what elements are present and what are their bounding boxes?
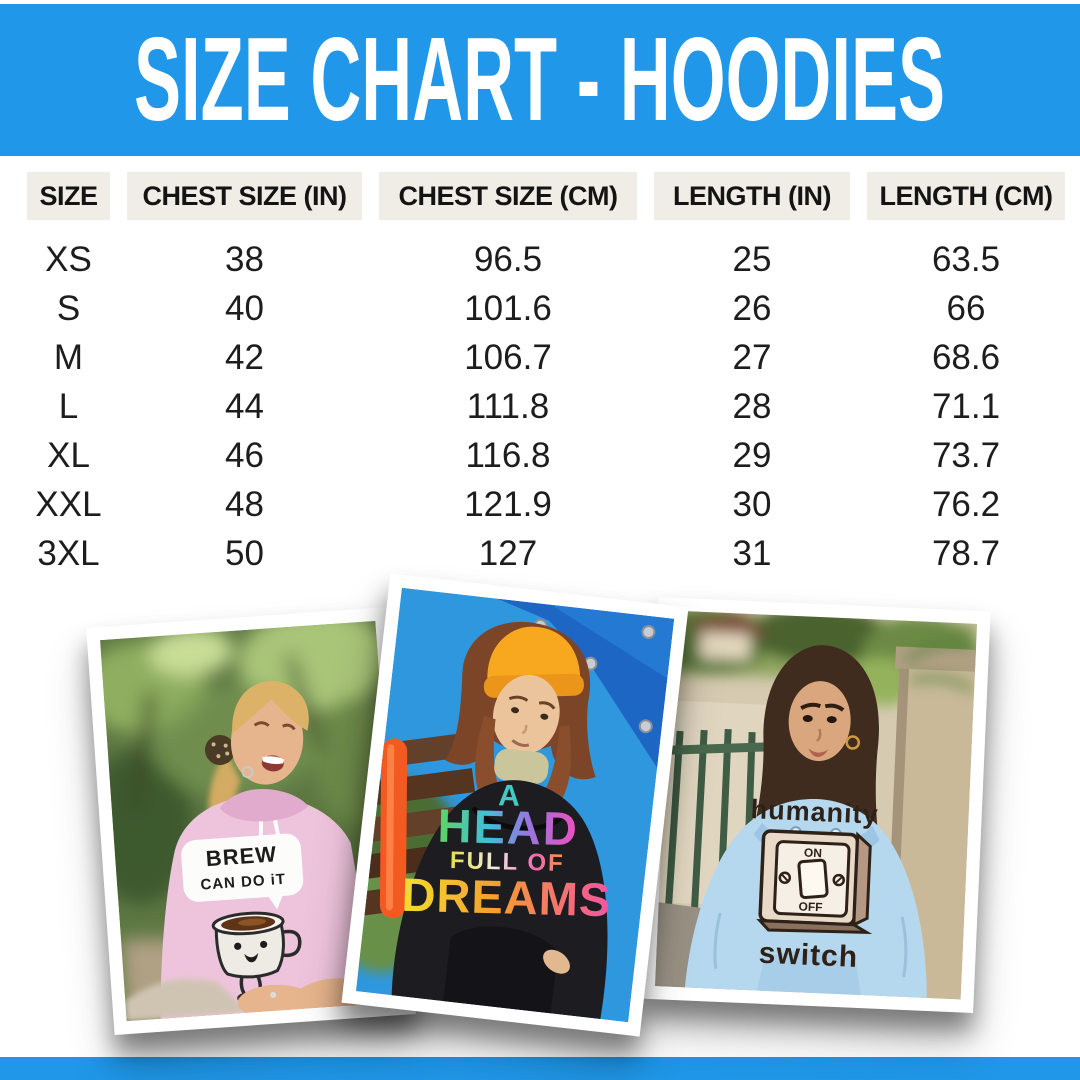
cell-length-cm: 78.7 <box>931 533 1001 573</box>
coffee-cup-graphic <box>211 911 302 1003</box>
graphic-text-bottom: switch <box>758 937 859 974</box>
page-title: SIZE CHART - HOODIES <box>134 13 946 147</box>
graphic-line3: FULL OF <box>450 847 566 877</box>
cell-chest-cm: 101.6 <box>464 288 552 328</box>
cell-length-cm: 76.2 <box>931 484 1001 524</box>
cell-size: XXL <box>35 484 102 524</box>
table-row: XL 46 116.8 29 73.7 <box>27 431 1059 480</box>
cell-length-in: 30 <box>732 484 772 524</box>
face <box>492 674 560 755</box>
cell-length-cm: 73.7 <box>931 435 1001 475</box>
dreams-graphic: A HEAD FULL OF DREAMS <box>401 779 612 926</box>
cell-chest-in: 46 <box>225 435 264 475</box>
cell-size: L <box>58 386 79 426</box>
photo-strip: BREW CAN DO iT <box>0 573 1080 1057</box>
face <box>788 681 861 762</box>
graphic-line4: DREAMS <box>401 868 612 926</box>
cell-chest-cm: 111.8 <box>466 386 550 426</box>
orange-pole <box>379 738 408 919</box>
cell-length-cm: 68.6 <box>931 337 1001 377</box>
cell-chest-cm: 116.8 <box>465 435 551 475</box>
black-hoodie-illustration: A HEAD FULL OF DREAMS <box>355 587 675 1023</box>
footer-strip <box>0 1057 1080 1080</box>
cell-length-in: 31 <box>732 533 772 573</box>
woman-face <box>230 680 309 785</box>
cell-chest-in: 44 <box>225 386 264 426</box>
table-body: XS 38 96.5 25 63.5 S 40 101.6 26 66 M 42… <box>27 235 1059 578</box>
cell-length-cm: 63.5 <box>931 239 1001 279</box>
cell-chest-cm: 121.9 <box>464 484 552 524</box>
column-header-length-cm: LENGTH (CM) <box>867 172 1065 220</box>
graphic-line2: HEAD <box>437 799 580 856</box>
cell-chest-in: 40 <box>225 288 264 328</box>
table-row: XXL 48 121.9 30 76.2 <box>27 480 1059 529</box>
switch-on-label: ON <box>804 846 823 861</box>
bubble-text-line2: CAN DO iT <box>200 871 287 894</box>
blue-hoodie-illustration: humanity ON OFF switch <box>654 610 978 1000</box>
photo-blue-hoodie: humanity ON OFF switch <box>641 596 991 1014</box>
graphic-text-top: humanity <box>750 794 879 830</box>
cell-length-in: 27 <box>732 337 772 377</box>
cell-chest-in: 50 <box>225 533 264 573</box>
cell-size: XS <box>45 239 92 279</box>
column-header-size: SIZE <box>27 172 110 220</box>
bubble-text-line1: BREW <box>205 841 278 871</box>
graphic-line1: A <box>498 779 521 813</box>
column-header-length-in: LENGTH (IN) <box>654 172 850 220</box>
column-header-chest-in: CHEST SIZE (IN) <box>127 172 362 220</box>
table-row: L 44 111.8 28 71.1 <box>27 382 1059 431</box>
speech-bubble-graphic: BREW CAN DO iT <box>181 833 304 910</box>
cell-size: XL <box>47 435 90 475</box>
table-row: M 42 106.7 27 68.6 <box>27 333 1059 382</box>
table-row: S 40 101.6 26 66 <box>27 284 1059 333</box>
cell-chest-cm: 127 <box>478 533 538 573</box>
table-row: XS 38 96.5 25 63.5 <box>27 235 1059 284</box>
table-header-row: SIZE CHEST SIZE (IN) CHEST SIZE (CM) LEN… <box>27 172 1065 220</box>
cell-size: 3XL <box>37 533 100 573</box>
table-row: 3XL 50 127 31 78.7 <box>27 529 1059 578</box>
switch-off-label: OFF <box>798 899 823 914</box>
cell-length-in: 26 <box>732 288 772 328</box>
cell-chest-cm: 106.7 <box>464 337 552 377</box>
title-banner: SIZE CHART - HOODIES <box>0 4 1080 156</box>
cell-size: S <box>56 288 81 328</box>
cell-chest-in: 38 <box>225 239 264 279</box>
cell-length-in: 25 <box>732 239 772 279</box>
cell-length-cm: 71.1 <box>931 386 1001 426</box>
cell-chest-in: 42 <box>225 337 264 377</box>
cell-length-cm: 66 <box>946 288 986 328</box>
cell-length-in: 29 <box>732 435 772 475</box>
cell-size: M <box>53 337 84 377</box>
cell-length-in: 28 <box>732 386 772 426</box>
humanity-switch-graphic: humanity ON OFF switch <box>750 794 879 974</box>
size-table: SIZE CHEST SIZE (IN) CHEST SIZE (CM) LEN… <box>27 172 1065 578</box>
photo-black-hoodie: A HEAD FULL OF DREAMS <box>341 573 689 1037</box>
cell-chest-in: 48 <box>225 484 264 524</box>
column-header-chest-cm: CHEST SIZE (CM) <box>379 172 637 220</box>
cell-chest-cm: 96.5 <box>473 239 543 279</box>
